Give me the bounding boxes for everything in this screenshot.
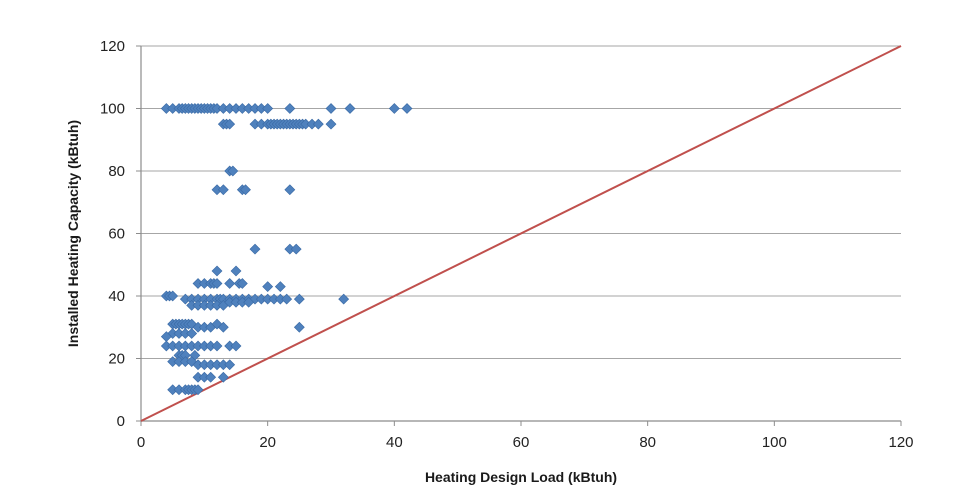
data-point xyxy=(236,278,248,289)
data-point xyxy=(325,118,337,130)
data-point xyxy=(388,103,400,114)
data-point xyxy=(217,371,229,383)
data-point xyxy=(211,278,223,289)
data-point xyxy=(325,103,337,114)
x-axis-title: Heating Design Load (kBtuh) xyxy=(425,469,617,485)
tick-labels: 0 20 40 60 80 100 120 0 20 40 60 80 100 120 xyxy=(100,38,914,451)
data-point xyxy=(274,281,286,293)
data-point xyxy=(211,265,223,277)
reference-line xyxy=(140,45,902,422)
data-point xyxy=(312,118,324,130)
data-point xyxy=(217,321,229,333)
data-point xyxy=(186,328,198,339)
data-point xyxy=(224,278,236,289)
x-tick-label: 20 xyxy=(259,434,276,451)
x-tick-label: 120 xyxy=(888,434,913,451)
data-point xyxy=(284,103,296,114)
gridlines xyxy=(141,45,901,359)
data-point xyxy=(230,340,242,352)
y-tick-label: 40 xyxy=(108,288,125,305)
data-point xyxy=(224,118,236,130)
data-points xyxy=(160,103,413,396)
data-point xyxy=(284,184,296,196)
data-point xyxy=(217,184,229,196)
data-point xyxy=(243,296,255,308)
data-point xyxy=(167,290,179,302)
y-tick-label: 0 xyxy=(117,413,125,430)
y-tick-label: 60 xyxy=(108,226,125,243)
y-tick-label: 80 xyxy=(108,163,125,180)
data-point xyxy=(290,243,302,255)
data-point xyxy=(293,321,305,333)
reference-line-layer xyxy=(140,45,902,422)
data-point xyxy=(224,359,236,371)
x-tick-label: 0 xyxy=(137,434,145,451)
y-tick-label: 120 xyxy=(100,38,125,55)
x-tick-label: 100 xyxy=(762,434,787,451)
data-point xyxy=(205,371,217,383)
y-tick-label: 20 xyxy=(108,351,125,368)
data-point xyxy=(262,103,274,114)
data-point xyxy=(281,293,293,305)
data-point xyxy=(338,293,350,305)
data-point xyxy=(230,265,242,277)
x-tick-label: 40 xyxy=(386,434,403,451)
data-point xyxy=(344,103,356,114)
axes xyxy=(136,45,902,426)
data-point xyxy=(192,384,204,396)
data-point xyxy=(211,340,223,352)
data-point xyxy=(293,293,305,305)
data-point xyxy=(262,281,274,293)
x-tick-label: 60 xyxy=(513,434,530,451)
y-tick-label: 100 xyxy=(100,101,125,118)
data-point xyxy=(249,243,261,255)
data-point xyxy=(227,165,239,177)
data-point xyxy=(240,184,251,196)
y-axis-title: Installed Heating Capacity (kBtuh) xyxy=(65,120,81,347)
x-tick-label: 80 xyxy=(639,434,656,451)
data-point xyxy=(401,103,413,114)
